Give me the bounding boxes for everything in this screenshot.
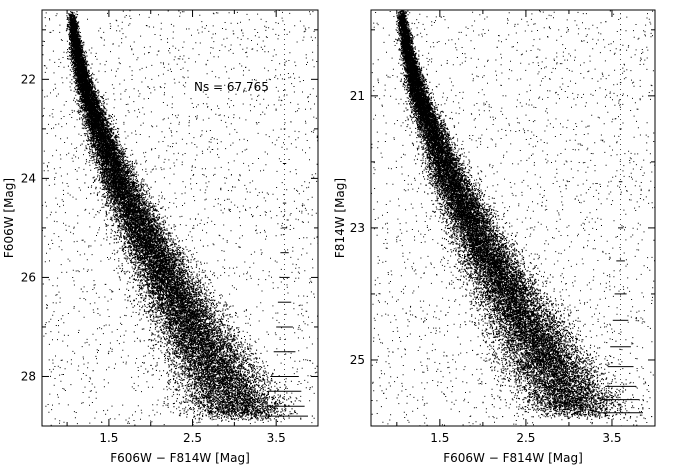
y-tick-label: 24 <box>21 171 36 185</box>
star-points <box>371 8 678 426</box>
y-tick-label: 26 <box>21 270 36 284</box>
y-tick-label: 23 <box>350 221 365 235</box>
x-tick-label: 1.5 <box>99 431 118 445</box>
error-bars <box>598 24 643 420</box>
y-tick-label: 28 <box>21 369 36 383</box>
x-tick-label: 2.5 <box>183 431 202 445</box>
star-points <box>42 10 324 427</box>
star-count-annotation: Ns = 67,765 <box>194 80 269 94</box>
x-tick-label: 3.5 <box>602 431 621 445</box>
x-axis-label: F606W − F814W [Mag] <box>110 451 250 465</box>
y-tick-label: 21 <box>350 89 365 103</box>
panel-1: 1.5 2.5 3.5 22 24 26 28 F606W − F814W [Mag] F606… <box>2 10 324 465</box>
y-axis-label: F814W [Mag] <box>333 178 347 258</box>
x-tick-label: 1.5 <box>430 431 449 445</box>
panel-2: 1.5 2.5 3.5 21 23 25 F606W − F814W [Mag] F814W … <box>333 8 678 465</box>
x-axis-label: F606W − F814W [Mag] <box>443 451 583 465</box>
x-tick-label: 3.5 <box>267 431 286 445</box>
x-tick-label: 2.5 <box>516 431 535 445</box>
y-axis-label: F606W [Mag] <box>2 178 16 258</box>
y-tick-label: 25 <box>350 353 365 367</box>
y-tick-label: 22 <box>21 72 36 86</box>
